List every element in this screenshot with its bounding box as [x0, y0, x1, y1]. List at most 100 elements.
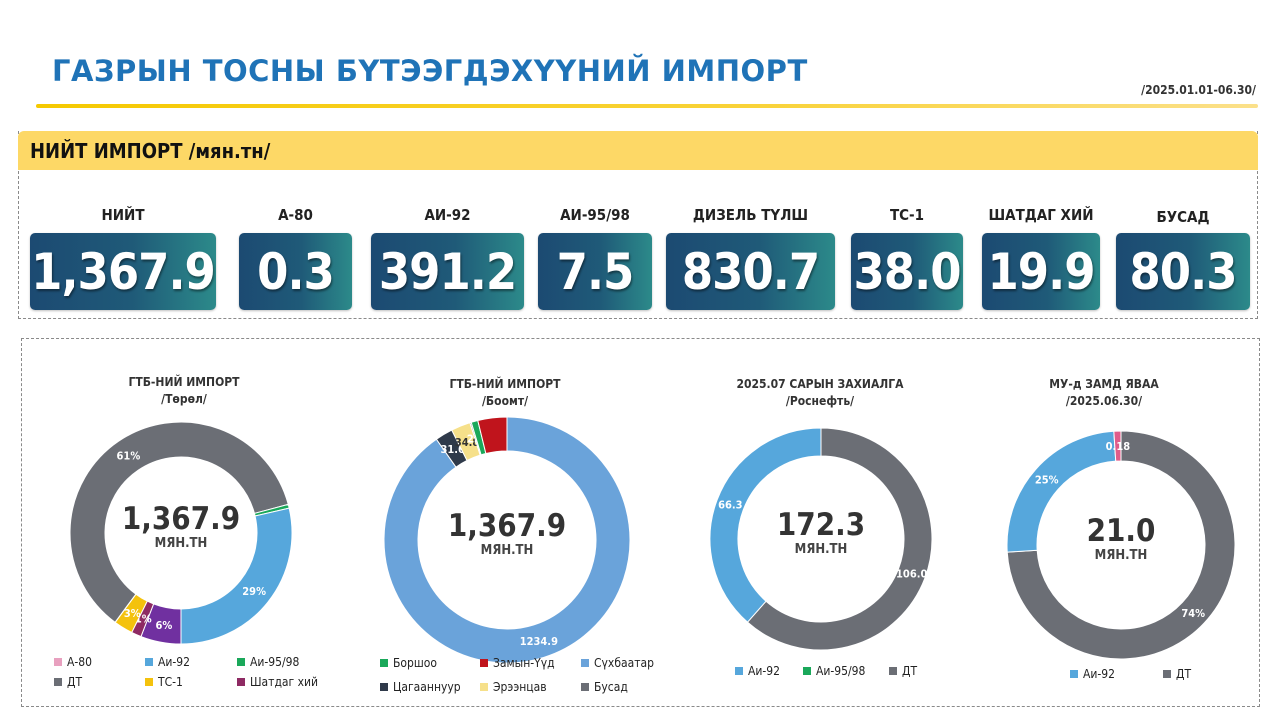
donut-center-unit: МЯН.ТН [481, 543, 534, 558]
slice-data-label: 61% [117, 450, 141, 463]
donut-center-unit: МЯН.ТН [795, 542, 848, 557]
kpi-card-ai95: 7.5 [538, 233, 652, 310]
donut-center-unit: МЯН.ТН [1095, 548, 1148, 563]
legend-swatch-transit-ai92 [1070, 670, 1078, 678]
charts-panel [21, 338, 1260, 707]
kpi-value-other: 80.3 [1129, 242, 1238, 301]
legend-swatch-sukhbaatar [581, 659, 589, 667]
donut-center-value: 172.3 [777, 507, 865, 543]
kpi-value-ts1: 38.0 [853, 242, 962, 301]
legend-label-order-dt: ДТ [902, 664, 918, 678]
legend-item-lpg: Шатдаг хий [237, 675, 318, 689]
legend-label-dt: ДТ [67, 675, 83, 689]
donut-center-value: 1,367.9 [448, 508, 566, 544]
legend-swatch-ereentsav [480, 683, 488, 691]
legend-label-lpg: Шатдаг хий [250, 675, 319, 689]
chart-1-subtitle: /Төрөл/ [161, 392, 207, 406]
legend-swatch-lpg [237, 678, 245, 686]
kpi-card-diesel: 830.7 [666, 233, 835, 310]
legend-item-ai92: Аи-92 [145, 655, 190, 669]
donut-center-value: 1,367.9 [122, 501, 240, 537]
slice-data-label: 1234.9 [520, 635, 558, 648]
slice-data-label: 29% [242, 585, 266, 598]
title-underline [36, 104, 1258, 108]
total-import-heading: НИЙТ ИМПОРТ /мян.тн/ [30, 139, 271, 163]
legend-label-transit-dt: ДТ [1176, 667, 1192, 681]
legend-label-tsagaannuur: Цагааннуур [393, 680, 461, 694]
chart-3-subtitle: /Роснефть/ [785, 394, 855, 408]
kpi-label-diesel: ДИЗЕЛЬ ТҮЛШ [692, 206, 809, 224]
legend-swatch-a80 [54, 658, 62, 666]
chart-1-title-text: ГТБ-НИЙ ИМПОРТ [128, 375, 240, 389]
legend-label-a80: А-80 [67, 655, 93, 669]
chart-3-title-text: 2025.07 САРЫН ЗАХИАЛГА [736, 377, 904, 391]
legend-item-transit-dt: ДТ [1163, 667, 1191, 681]
legend-label-ai95: Аи-95/98 [250, 655, 300, 669]
kpi-card-total: 1,367.9 [30, 233, 216, 310]
kpi-value-a80: 0.3 [257, 242, 335, 301]
legend-item-dt: ДТ [54, 675, 82, 689]
kpi-card-lpg: 19.9 [982, 233, 1100, 310]
legend-swatch-busad [581, 683, 589, 691]
kpi-label-a80: А-80 [278, 206, 313, 224]
donut-center-value: 21.0 [1087, 513, 1156, 549]
legend-label-transit-ai92: Аи-92 [1083, 667, 1116, 681]
donut-slice [1006, 430, 1236, 660]
legend-label-order-ai92: Аи-92 [748, 664, 781, 678]
kpi-label-ts1: ТС-1 [889, 206, 925, 224]
chart-2-title: ГТБ-НИЙ ИМПОРТ /Боомт/ [425, 376, 585, 410]
legend-item-sukhbaatar: Сүхбаатар [581, 656, 654, 670]
legend-label-borshoo: Боршоо [393, 656, 437, 670]
chart-2-subtitle: /Боомт/ [481, 394, 529, 408]
legend-item-busad: Бусад [581, 680, 628, 694]
slice-data-label: 31.6 [440, 443, 465, 456]
donut-slice [180, 507, 293, 645]
legend-swatch-order-dt [889, 667, 897, 675]
kpi-value-lpg: 19.9 [987, 242, 1096, 301]
kpi-value-total: 1,367.9 [31, 242, 216, 301]
legend-swatch-ts1 [145, 678, 153, 686]
legend-swatch-order-ai95 [803, 667, 811, 675]
legend-item-order-ai95: Аи-95/98 [803, 664, 865, 678]
period-label: /2025.01.01-06.30/ [1141, 83, 1256, 97]
legend-item-ts1: ТС-1 [145, 675, 183, 689]
legend-item-order-ai92: Аи-92 [735, 664, 780, 678]
legend-item-transit-ai92: Аи-92 [1070, 667, 1115, 681]
legend-item-borshoo: Боршоо [380, 656, 437, 670]
legend-swatch-tsagaannuur [380, 683, 388, 691]
kpi-label-ai95: АИ-95/98 [560, 206, 630, 224]
kpi-label-other: БУСАД [1156, 208, 1210, 226]
legend-label-order-ai95: Аи-95/98 [816, 664, 866, 678]
legend-label-zamyn-uud: Замын-Үүд [493, 656, 555, 670]
legend-label-ereentsav: Эрээнцав [493, 680, 547, 694]
kpi-label-total: НИЙТ [101, 206, 145, 224]
donut-slice [383, 416, 631, 664]
slice-data-label: 106.0 [896, 567, 927, 580]
slice-data-label: 66.3 [718, 499, 743, 512]
legend-swatch-borshoo [380, 659, 388, 667]
legend-label-ts1: ТС-1 [158, 675, 183, 689]
slice-data-label: 3% [124, 607, 141, 620]
donut-slice [1113, 430, 1122, 462]
kpi-card-ts1: 38.0 [851, 233, 963, 310]
legend-swatch-ai95 [237, 658, 245, 666]
donut-slice [709, 427, 822, 623]
chart-4-title-text: МУ-д ЗАМД ЯВАА [1049, 377, 1159, 391]
page-title: ГАЗРЫН ТОСНЫ БҮТЭЭГДЭХҮҮНИЙ ИМПОРТ [52, 54, 808, 88]
legend-swatch-dt [54, 678, 62, 686]
chart-1-title: ГТБ-НИЙ ИМПОРТ /Төрөл/ [104, 374, 264, 408]
legend-swatch-zamyn-uud [480, 659, 488, 667]
chart-4-subtitle: /2025.06.30/ [1065, 394, 1143, 408]
donut-center-unit: МЯН.ТН [155, 536, 208, 551]
legend-swatch-transit-dt [1163, 670, 1171, 678]
kpi-card-ai92: 391.2 [371, 233, 524, 310]
chart-3-title: 2025.07 САРЫН ЗАХИАЛГА /Роснефть/ [720, 376, 920, 410]
kpi-value-ai92: 391.2 [378, 242, 517, 301]
slice-data-label: 0.18 [1106, 440, 1131, 453]
chart-2-title-text: ГТБ-НИЙ ИМПОРТ [449, 377, 561, 391]
legend-label-ai92: Аи-92 [158, 655, 191, 669]
legend-item-order-dt: ДТ [889, 664, 917, 678]
